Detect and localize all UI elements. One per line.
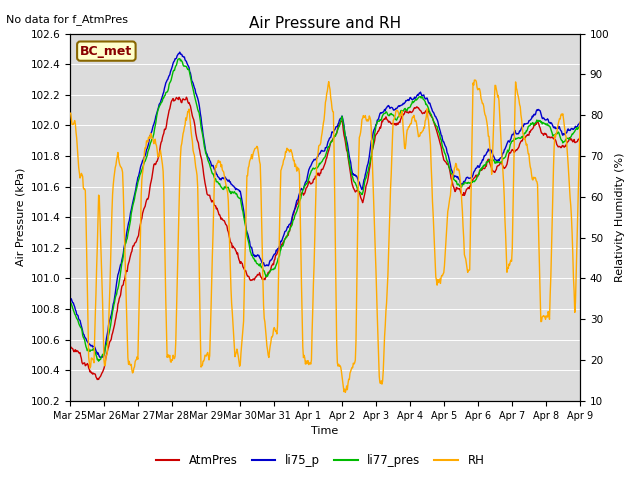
X-axis label: Time: Time (312, 426, 339, 436)
Y-axis label: Air Pressure (kPa): Air Pressure (kPa) (15, 168, 25, 266)
Legend: AtmPres, li75_p, li77_pres, RH: AtmPres, li75_p, li77_pres, RH (151, 449, 489, 472)
Text: No data for f_AtmPres: No data for f_AtmPres (6, 14, 129, 25)
Title: Air Pressure and RH: Air Pressure and RH (249, 16, 401, 31)
Y-axis label: Relativity Humidity (%): Relativity Humidity (%) (615, 153, 625, 282)
Text: BC_met: BC_met (80, 45, 132, 58)
